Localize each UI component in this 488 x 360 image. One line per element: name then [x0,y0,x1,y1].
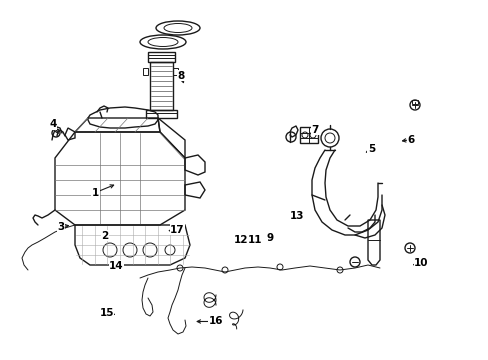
Text: 7: 7 [311,125,319,135]
Text: 1: 1 [92,188,99,198]
Text: 10: 10 [413,258,428,268]
Text: 9: 9 [266,233,273,243]
Text: 11: 11 [247,235,262,246]
Text: 12: 12 [233,235,247,246]
Text: 15: 15 [99,308,114,318]
Text: 4: 4 [49,119,57,129]
Bar [299,127,317,143]
Text: 13: 13 [289,211,304,221]
Text: 8: 8 [177,71,184,81]
Bar [411,100,417,104]
Text: 16: 16 [208,316,223,327]
Text: 6: 6 [407,135,413,145]
Text: 3: 3 [58,222,64,232]
Text: 14: 14 [109,261,123,271]
Text: 2: 2 [102,231,108,241]
Text: 5: 5 [367,144,374,154]
Text: 17: 17 [170,225,184,235]
